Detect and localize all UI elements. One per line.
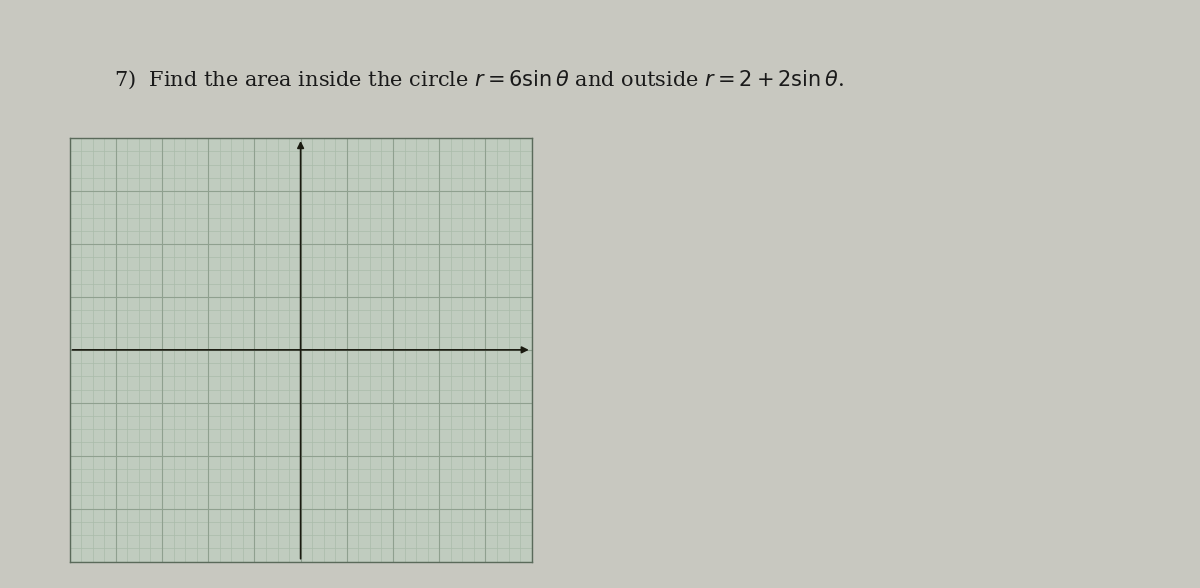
- Text: 7)  Find the area inside the circle $r = 6\sin\theta$ and outside $r = 2 + 2\sin: 7) Find the area inside the circle $r = …: [114, 68, 844, 91]
